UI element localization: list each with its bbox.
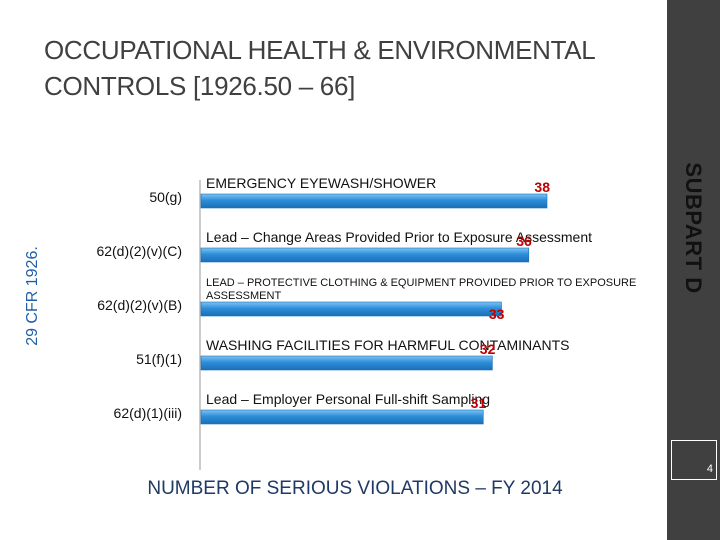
data-label: 33 <box>489 306 505 322</box>
data-label: 31 <box>471 395 487 411</box>
bar-chart: EMERGENCY EYEWASH/SHOWER 38 50(g) Lead – Ch… <box>96 175 636 470</box>
data-label: 36 <box>516 233 532 249</box>
bar-description: Lead – Change Areas Provided Prior to Ex… <box>206 229 592 245</box>
bar <box>200 301 502 317</box>
category-label: 62(d)(2)(v)(B) <box>97 297 182 313</box>
data-label: 38 <box>534 179 550 195</box>
subpart-label: SUBPART D <box>681 162 706 294</box>
category-label: 62(d)(2)(v)(C) <box>96 243 182 259</box>
bar-description: Lead – Employer Personal Full-shift Samp… <box>206 391 490 407</box>
x-axis-title: NUMBER OF SERIOUS VIOLATIONS – FY 2014 <box>147 478 563 499</box>
bar-description: WASHING FACILITIES FOR HARMFUL CONTAMINA… <box>206 337 570 353</box>
category-label: 50(g) <box>149 189 182 205</box>
page-number-box: 4 <box>671 440 717 480</box>
slide-title: OCCUPATIONAL HEALTH & ENVIRONMENTAL CONT… <box>44 35 595 101</box>
category-label: 62(d)(1)(iii) <box>114 405 182 421</box>
bar <box>200 409 484 425</box>
data-label: 32 <box>480 341 496 357</box>
bar <box>200 247 530 263</box>
bar-description: EMERGENCY EYEWASH/SHOWER <box>206 175 436 191</box>
bar <box>200 193 548 209</box>
category-label: 51(f)(1) <box>136 351 182 367</box>
page-number: 4 <box>706 463 713 475</box>
bar <box>200 355 493 371</box>
bar-description: LEAD – PROTECTIVE CLOTHING & EQUIPMENT P… <box>206 277 636 302</box>
